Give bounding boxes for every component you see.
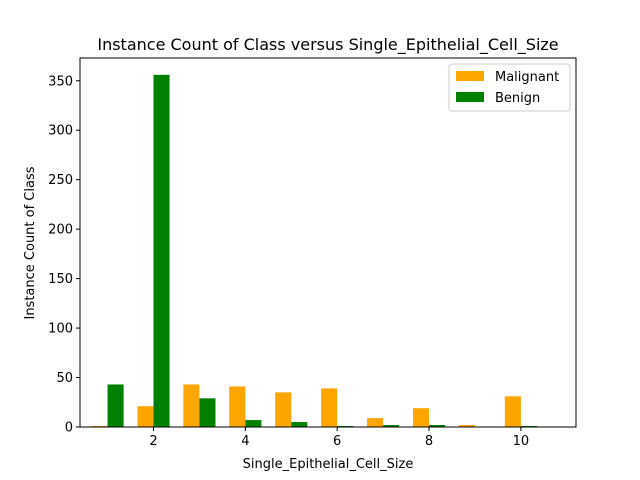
malignant-bar <box>412 408 430 427</box>
malignant-bar <box>229 386 246 427</box>
benign-bar <box>199 398 216 427</box>
x-axis-label: Single_Epithelial_Cell_Size <box>243 457 414 472</box>
malignant-bar <box>367 418 384 427</box>
x-tick-label: 6 <box>333 434 341 449</box>
malignant-bar <box>504 396 521 427</box>
malignant-bar <box>275 392 292 427</box>
y-tick-label: 200 <box>48 223 73 238</box>
y-tick-label: 0 <box>65 421 73 436</box>
legend-swatch-malignant <box>456 71 484 81</box>
y-tick-label: 300 <box>48 124 73 139</box>
x-tick-label: 10 <box>513 434 530 449</box>
x-tick-label: 8 <box>425 434 433 449</box>
malignant-bar <box>458 425 475 427</box>
malignant-bar <box>137 406 154 427</box>
benign-bar <box>153 74 170 428</box>
legend-swatch-benign <box>456 92 484 102</box>
legend: Malignant Benign <box>448 63 571 112</box>
plot-frame <box>79 57 577 428</box>
y-tick-label: 350 <box>48 74 73 89</box>
benign-bar <box>383 425 400 427</box>
x-tick-label: 2 <box>149 434 157 449</box>
chart-title: Instance Count of Class versus Single_Ep… <box>97 35 558 55</box>
malignant-bar <box>183 384 200 427</box>
benign-bar <box>245 420 262 427</box>
y-tick-label: 50 <box>56 371 73 386</box>
benign-bar <box>107 384 124 427</box>
y-tick-label: 100 <box>48 322 73 337</box>
legend-label-malignant: Malignant <box>495 70 559 85</box>
benign-bar <box>429 425 446 427</box>
y-axis-label: Instance Count of Class <box>23 166 38 319</box>
bars-group <box>91 74 537 428</box>
benign-bar <box>291 422 308 427</box>
y-tick-label: 250 <box>48 173 73 188</box>
malignant-bar <box>321 388 338 427</box>
x-tick-label: 4 <box>241 434 249 449</box>
legend-label-benign: Benign <box>495 91 540 106</box>
y-tick-label: 150 <box>48 272 73 287</box>
